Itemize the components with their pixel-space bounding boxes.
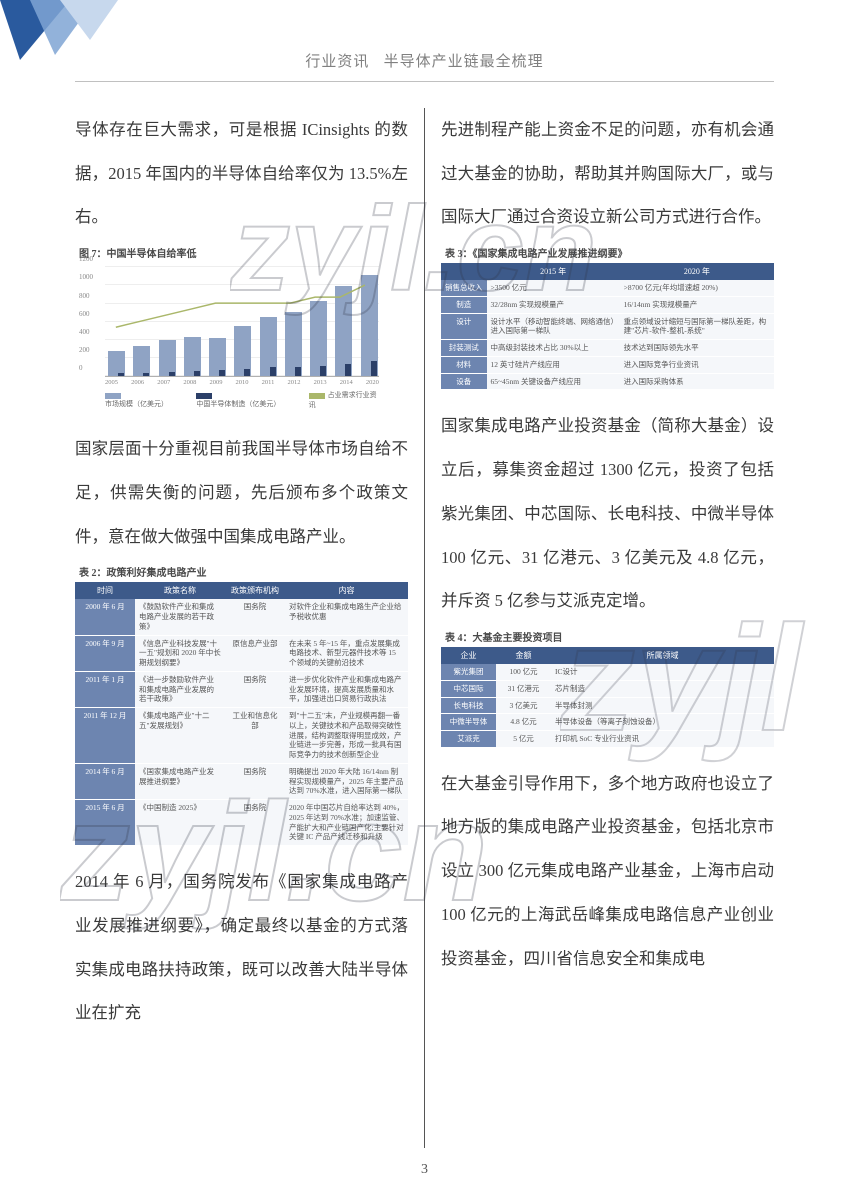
- chart7-bar2-2013: [320, 366, 326, 377]
- chart7-bar2-2006: [143, 373, 149, 377]
- page-number: 3: [0, 1162, 849, 1178]
- table3-row: 设计设计水平（移动智能终端、网络通信）进入国际第一梯队重点领域设计缩短与国际第一…: [441, 313, 774, 340]
- chart7-bar2-2007: [169, 372, 175, 377]
- chart7-bar2-2010: [244, 369, 250, 376]
- table4-row: 艾派克5 亿元打印机 SoC 专业行业资讯: [441, 731, 774, 748]
- left-paragraph-1: 导体存在巨大需求，可是根据 ICinsights 的数据，2015 年国内的半导…: [75, 108, 408, 239]
- page-header: 行业资讯 半导体产业链最全梳理: [75, 50, 774, 82]
- table3-row: 销售总收入>3500 亿元>8700 亿元(年均增速超 20%): [441, 280, 774, 296]
- chart7-bar2-2008: [194, 371, 200, 377]
- table3-title: 表 3：《国家集成电路产业发展推进纲要》: [445, 245, 774, 260]
- two-column-layout: 导体存在巨大需求，可是根据 ICinsights 的数据，2015 年国内的半导…: [75, 108, 774, 1148]
- right-column: 先进制程产能上资金不足的问题，亦有机会通过大基金的协助，帮助其并购国际大厂，或与…: [425, 108, 774, 1148]
- table2-row: 2006 年 9 月《信息产业科技发展"十一五"规划和 2020 年中长期规划纲…: [75, 635, 408, 671]
- right-paragraph-3: 在大基金引导作用下，多个地方政府也设立了地方版的集成电路产业投资基金，包括北京市…: [441, 762, 774, 981]
- header-right: 半导体产业链最全梳理: [384, 54, 544, 70]
- table2-policies: 时间政策名称政策颁布机构内容 2000 年 6 月《鼓励软件产业和集成电路产业发…: [75, 582, 408, 846]
- left-paragraph-3: 2014 年 6 月，国务院发布《国家集成电路产业发展推进纲要》，确定最终以基金…: [75, 860, 408, 1035]
- table4-investments: 企业金额所属领域 紫光集团100 亿元IC设计中芯国际31 亿港元芯片制造长电科…: [441, 647, 774, 748]
- table3-row: 封装测试中高级封装技术占比 30%以上技术达到国际领先水平: [441, 340, 774, 357]
- table2-row: 2014 年 6 月《国家集成电路产业发展推进纲要》国务院明确提出 2020 年…: [75, 763, 408, 799]
- right-paragraph-2: 国家集成电路产业投资基金（简称大基金）设立后，募集资金超过 1300 亿元，投资…: [441, 404, 774, 623]
- table2-title: 表 2：政策利好集成电路产业: [79, 564, 408, 579]
- chart7-bar2-2005: [118, 373, 124, 376]
- table2-row: 2011 年 12 月《集成电路产业"十二五"发展规划》工业和信息化部到"十二五…: [75, 708, 408, 764]
- table2-row: 2000 年 6 月《鼓励软件产业和集成电路产业发展的若干政策》国务院对软件企业…: [75, 599, 408, 635]
- chart7-bar2-2020: [371, 361, 377, 376]
- left-paragraph-2: 国家层面十分重视目前我国半导体市场自给不足，供需失衡的问题，先后颁布多个政策文件…: [75, 427, 408, 558]
- header-left: 行业资讯: [305, 54, 369, 70]
- right-paragraph-1: 先进制程产能上资金不足的问题，亦有机会通过大基金的协助，帮助其并购国际大厂，或与…: [441, 108, 774, 239]
- table4-row: 紫光集团100 亿元IC设计: [441, 664, 774, 680]
- chart7-bar2-2011: [270, 367, 276, 376]
- document-page: 行业资讯 半导体产业链最全梳理 导体存在巨大需求，可是根据 ICinsights…: [0, 0, 849, 1200]
- table3-row: 材料12 英寸硅片产线应用进入国际竞争行业资讯: [441, 356, 774, 373]
- chart7-bar2-2014: [345, 364, 351, 376]
- table4-title: 表 4：大基金主要投资项目: [445, 629, 774, 644]
- chart7-bar1-2014: [335, 286, 352, 376]
- corner-decoration: [0, 0, 120, 90]
- table2-row: 2015 年 6 月《中国制造 2025》国务院2020 年中国芯片自给率达到 …: [75, 800, 408, 846]
- figure7-chart: 020040060080010001200 200520062007200820…: [75, 263, 385, 413]
- table4-row: 中芯国际31 亿港元芯片制造: [441, 680, 774, 697]
- figure7-title: 图 7：中国半导体自给率低: [79, 245, 408, 260]
- left-column: 导体存在巨大需求，可是根据 ICinsights 的数据，2015 年国内的半导…: [75, 108, 424, 1148]
- table4-row: 长电科技3 亿美元半导体封测: [441, 697, 774, 714]
- table3-row: 制造32/28nm 实现规模量产16/14nm 实现规模量产: [441, 296, 774, 313]
- table3-outline: 2015 年2020 年 销售总收入>3500 亿元>8700 亿元(年均增速超…: [441, 263, 774, 390]
- chart7-bar2-2012: [295, 367, 301, 376]
- table3-row: 设备65~45nm 关键设备产线应用进入国际采购体系: [441, 373, 774, 390]
- table4-row: 中微半导体4.8 亿元半导体设备（等离子刻蚀设备）: [441, 714, 774, 731]
- chart7-bar2-2009: [219, 370, 225, 376]
- table2-row: 2011 年 1 月《进一步鼓励软件产业和集成电路产业发展的若干政策》国务院进一…: [75, 671, 408, 707]
